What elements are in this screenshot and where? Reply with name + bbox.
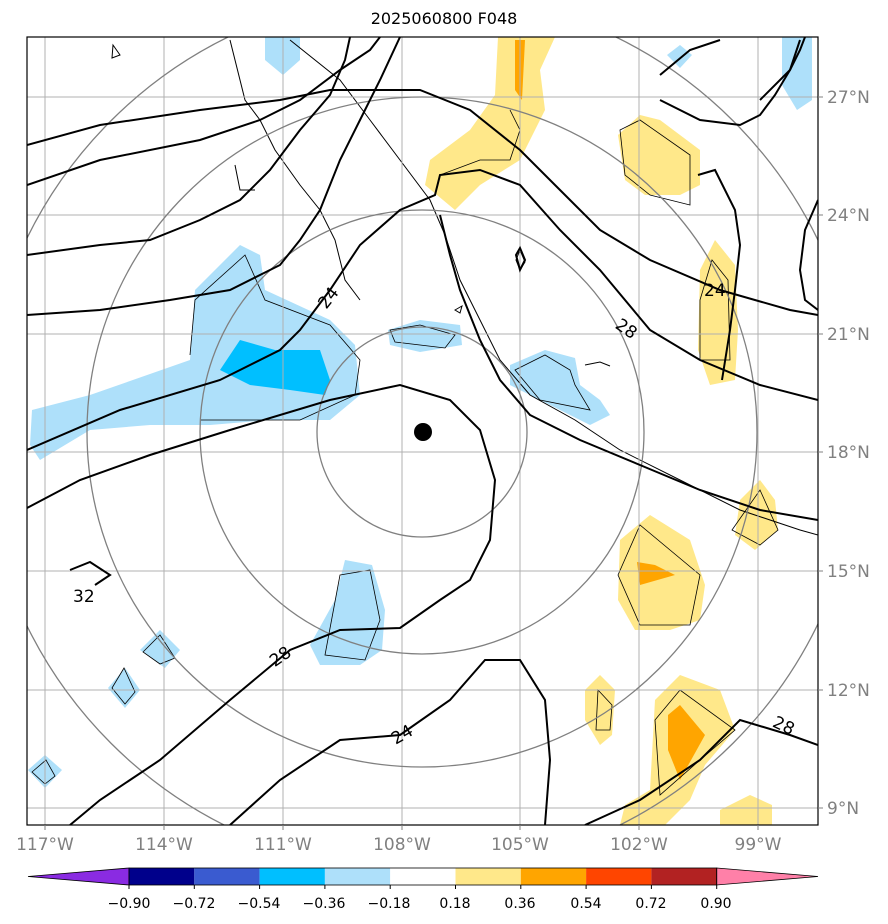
colorbar-segment — [586, 868, 652, 885]
deep-blue-anomaly — [220, 340, 330, 395]
colorbar-ticks: −0.90 −0.72 −0.54 −0.36 −0.18 0.18 0.36 … — [108, 896, 732, 912]
colorbar-segments — [27, 867, 819, 889]
lon-tick-label: 108°W — [373, 835, 431, 855]
contour-label: 32 — [73, 587, 95, 607]
lat-tick-label: 15°N — [827, 562, 870, 582]
colorbar-tick-label: 0.72 — [635, 896, 666, 912]
lat-tick-label: 21°N — [827, 325, 870, 345]
lon-tick-label: 99°W — [735, 835, 782, 855]
range-rings — [27, 37, 818, 825]
colorbar-tick-label: 0.90 — [700, 896, 731, 912]
negative-anomaly-areas — [28, 37, 812, 788]
colorbar-tick-label: −0.90 — [108, 896, 151, 912]
colorbar-segment — [259, 868, 325, 885]
colorbar-segment — [651, 868, 717, 885]
colorbar-segment — [129, 868, 195, 885]
graticule — [27, 37, 818, 825]
lon-tick-label: 117°W — [16, 835, 74, 855]
colorbar-segment — [520, 868, 587, 885]
axis-ticks — [44, 96, 823, 830]
positive-anomaly-areas — [425, 37, 778, 825]
colorbar-tick-label: −0.18 — [368, 896, 411, 912]
lat-tick-label: 9°N — [827, 799, 859, 819]
colorbar-tick-label: −0.36 — [303, 896, 346, 912]
colorbar-segment — [324, 868, 391, 885]
map-panel: 24 28 24 24 28 32 28 — [27, 37, 818, 825]
thick-contours — [27, 37, 818, 825]
lat-tick-label: 18°N — [827, 443, 870, 463]
chart-title: 2025060800 F048 — [370, 9, 518, 28]
lon-tick-label: 105°W — [491, 835, 549, 855]
contour-label: 24 — [704, 281, 726, 301]
lat-tick-label: 12°N — [827, 681, 870, 701]
lon-tick-label: 111°W — [254, 835, 312, 855]
colorbar-segment — [455, 868, 521, 885]
colorbar-extend-min — [27, 867, 130, 886]
colorbar-tick-label: −0.54 — [238, 896, 281, 912]
colorbar-segment — [390, 868, 456, 885]
contour-label: 28 — [611, 315, 640, 344]
longitude-labels: 117°W 114°W 111°W 108°W 105°W 102°W 99°W — [16, 835, 782, 855]
latitude-labels: 9°N 12°N 15°N 18°N 21°N 24°N 27°N — [827, 88, 870, 819]
storm-center-marker — [414, 423, 432, 441]
colorbar: −0.90 −0.72 −0.54 −0.36 −0.18 0.18 0.36 … — [27, 867, 819, 912]
lon-tick-label: 114°W — [135, 835, 193, 855]
lon-tick-label: 102°W — [610, 835, 668, 855]
lat-tick-label: 27°N — [827, 88, 870, 108]
map-frame — [26, 36, 819, 826]
colorbar-frame — [128, 867, 718, 886]
colorbar-tick-label: −0.72 — [173, 896, 216, 912]
colorbar-extend-max — [716, 867, 819, 886]
colorbar-tick-label: 0.18 — [439, 896, 470, 912]
contour-label: 24 — [314, 284, 343, 313]
colorbar-tick-label: 0.54 — [570, 896, 601, 912]
colorbar-segment — [194, 868, 260, 885]
colorbar-tick-label: 0.36 — [504, 896, 535, 912]
lat-tick-label: 24°N — [827, 206, 870, 226]
